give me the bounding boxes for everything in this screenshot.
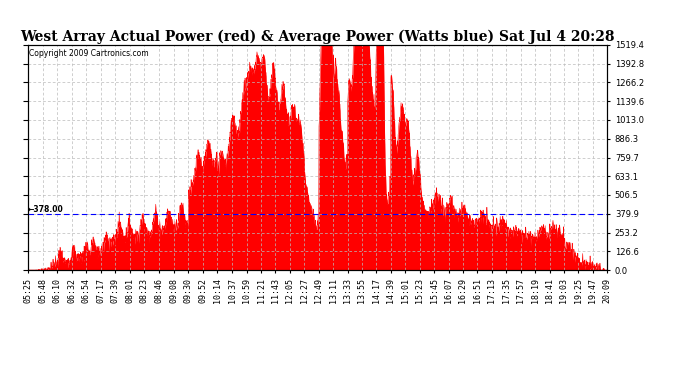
Text: Copyright 2009 Cartronics.com: Copyright 2009 Cartronics.com: [29, 50, 148, 58]
Text: ←378.00: ←378.00: [28, 205, 63, 214]
Title: West Array Actual Power (red) & Average Power (Watts blue) Sat Jul 4 20:28: West Array Actual Power (red) & Average …: [20, 30, 615, 44]
